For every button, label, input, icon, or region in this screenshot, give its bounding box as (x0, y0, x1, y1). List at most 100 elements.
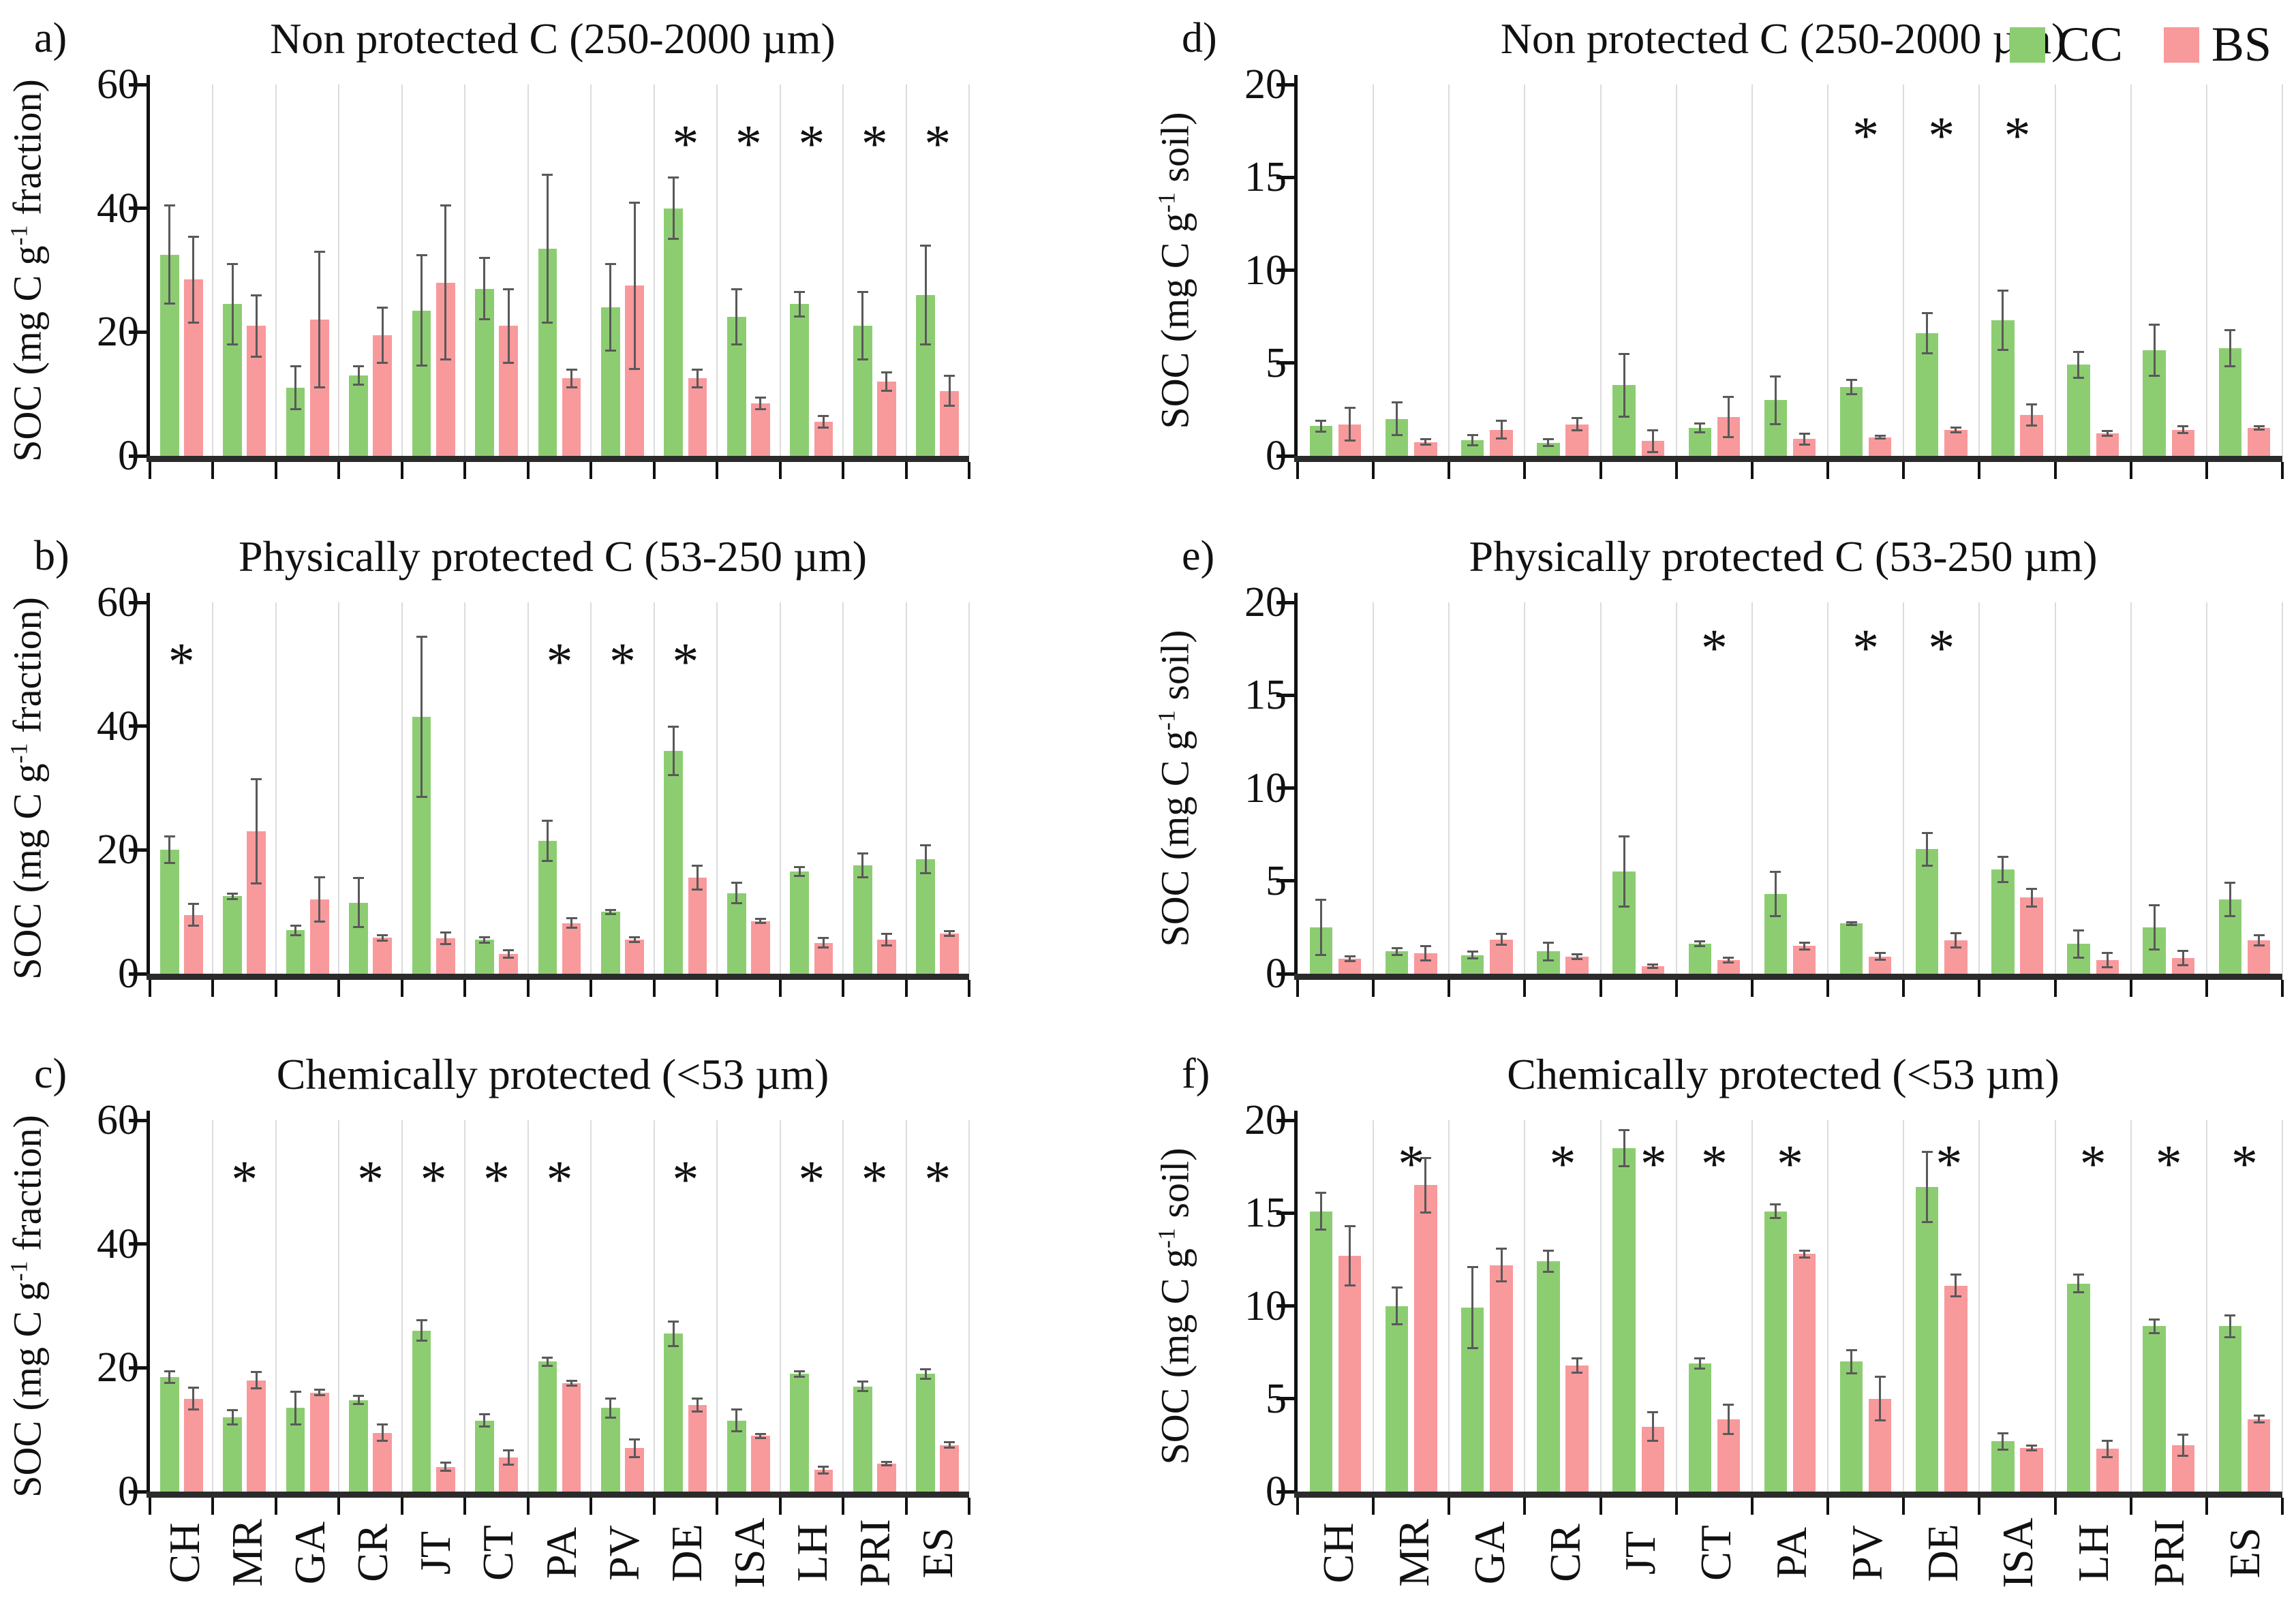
error-cap-bottom (440, 943, 451, 946)
y-tick-mark (1276, 1211, 1294, 1215)
error-cap-top (377, 307, 388, 309)
error-cap-top (754, 1432, 766, 1435)
error-cap-bottom (1647, 450, 1659, 453)
bar-cc-DE (664, 751, 684, 974)
x-tick-mark (400, 1498, 403, 1515)
x-tick-mark (526, 462, 530, 479)
x-tick-mark (1448, 462, 1451, 479)
error-cap-top (353, 365, 365, 368)
error-cap-bottom (416, 365, 427, 367)
error-cap-top (2102, 1440, 2113, 1443)
error-cap-bottom (313, 1394, 325, 1397)
error-bar (168, 205, 171, 305)
panel-c: c) Chemically protected (<53 µm) SOC (mg… (0, 1036, 1148, 1594)
error-cap-top (754, 918, 766, 921)
gridline (590, 84, 592, 456)
bar-bs-PV (625, 940, 644, 974)
error-cap-top (881, 371, 892, 374)
bar-cc-PV (601, 1408, 620, 1492)
error-cap-bottom (377, 939, 388, 942)
error-cap-bottom (440, 1470, 451, 1472)
error-cap-bottom (164, 862, 175, 865)
error-bar (798, 292, 801, 317)
error-bar (2077, 352, 2080, 378)
legend: CC BS (2009, 16, 2271, 73)
gridline (653, 84, 655, 456)
error-cap-bottom (164, 1382, 175, 1385)
significance-asterisk-DE: * (672, 631, 699, 691)
error-cap-bottom (290, 407, 301, 410)
error-bar (2030, 888, 2033, 907)
error-cap-top (1391, 401, 1403, 403)
bar-cc-CR (349, 375, 368, 456)
significance-asterisk-MR: * (231, 1149, 258, 1209)
error-cap-bottom (187, 925, 199, 927)
error-cap-bottom (754, 922, 766, 925)
significance-asterisk-DE: * (1935, 1134, 1963, 1194)
bar-cc-PV (601, 912, 620, 974)
error-bar (1576, 953, 1578, 959)
x-tick-mark (149, 1498, 151, 1515)
error-cap-top (818, 1465, 829, 1468)
error-cap-bottom (2177, 432, 2189, 435)
x-axis-line (147, 1492, 969, 1498)
panel-e-chart: SOC (mg C g-1 soil) 0 5 10 15 20 * * * (1148, 581, 2284, 997)
error-cap-top (2253, 934, 2265, 936)
error-cap-top (2224, 882, 2236, 884)
error-cap-bottom (1344, 1284, 1356, 1286)
significance-asterisk-PV: * (1852, 106, 1880, 166)
error-cap-top (629, 201, 641, 204)
bar-cc-CT (475, 940, 494, 974)
gridline (590, 602, 592, 974)
bar-bs-ISA (2020, 1447, 2043, 1492)
error-cap-top (1315, 899, 1327, 901)
error-cap-bottom (731, 1430, 742, 1432)
error-cap-bottom (478, 1425, 490, 1428)
x-tick-mark (1372, 980, 1375, 997)
error-cap-top (377, 1423, 388, 1425)
significance-asterisk-DE: * (1928, 617, 1955, 677)
x-tick-mark (904, 980, 908, 997)
panel-letter-f: f) (1182, 1051, 1210, 1097)
error-cap-bottom (1467, 1347, 1478, 1350)
error-bar (255, 1371, 258, 1389)
error-cap-bottom (416, 1340, 427, 1342)
error-cap-bottom (251, 882, 262, 885)
error-cap-bottom (794, 875, 806, 878)
panel-e-header: e) Physically protected C (53-250 µm) (1148, 518, 2282, 602)
error-bar (357, 1395, 360, 1404)
x-tick-mark (337, 462, 341, 479)
x-category-label-PV: PV (1842, 1525, 1891, 1581)
error-cap-bottom (353, 925, 365, 928)
error-cap-top (794, 865, 806, 868)
error-cap-bottom (566, 926, 577, 929)
error-cap-top (1950, 426, 1961, 429)
error-bar (1396, 401, 1398, 436)
error-bar (483, 936, 486, 943)
error-bar (861, 852, 864, 878)
y-tick-mark (1276, 454, 1294, 458)
error-bar (1396, 947, 1398, 955)
bar-bs-DE (688, 378, 707, 456)
error-cap-bottom (2224, 365, 2236, 368)
x-tick-mark (211, 1498, 215, 1515)
error-bar (507, 1450, 510, 1465)
x-tick-mark (778, 980, 782, 997)
error-bar (1774, 375, 1777, 425)
significance-asterisk-MR: * (1398, 1134, 1425, 1194)
error-cap-top (1496, 420, 1507, 422)
bar-cc-PRI (853, 1386, 872, 1492)
bar-bs-CH (1338, 959, 1362, 974)
x-axis-line (1294, 974, 2282, 980)
bar-cc-MR (223, 1417, 242, 1492)
error-cap-top (227, 892, 239, 895)
error-cap-top (857, 1381, 868, 1383)
x-tick-mark (652, 980, 656, 997)
error-cap-top (416, 1319, 427, 1322)
bar-cc-PV (1839, 1361, 1863, 1492)
error-cap-bottom (2253, 944, 2265, 947)
error-cap-bottom (881, 944, 892, 947)
panel-title-d: Non protected C (250-2000 µm) (1500, 14, 2066, 63)
x-tick-mark (463, 1498, 467, 1515)
bar-cc-PV (1839, 923, 1863, 974)
